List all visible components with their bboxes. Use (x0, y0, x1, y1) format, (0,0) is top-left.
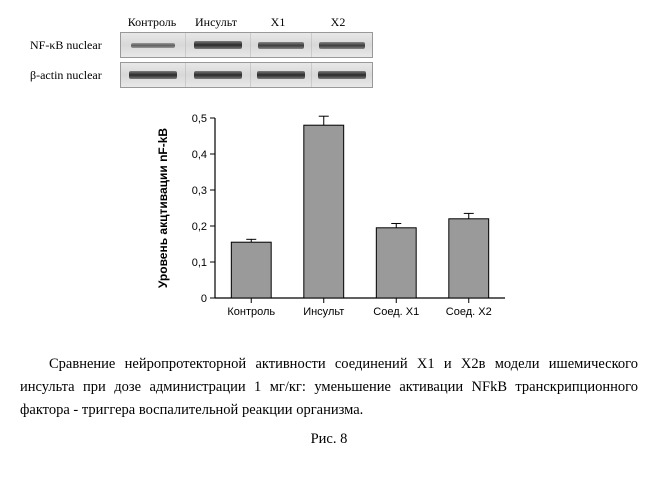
svg-text:0: 0 (201, 293, 207, 305)
blot-band (131, 43, 175, 48)
blot-lane (121, 33, 186, 57)
blot-lane (312, 33, 372, 57)
blot-band (194, 41, 242, 49)
blot-image (120, 32, 373, 58)
svg-text:Соед. X1: Соед. X1 (373, 306, 419, 318)
svg-text:Соед. X2: Соед. X2 (446, 306, 492, 318)
blot-band (258, 42, 304, 49)
figure-caption: Сравнение нейропротекторной активности с… (20, 353, 638, 423)
bar-chart: 0 0,1 0,2 0,3 0,4 0,5 Уровень акцтивации nF-kB… (140, 108, 520, 338)
svg-text:Инсульт: Инсульт (303, 306, 344, 318)
blot-band (257, 71, 305, 79)
blot-row: β-actin nuclear (30, 62, 638, 88)
svg-text:0,3: 0,3 (192, 185, 207, 197)
blot-band (319, 42, 365, 49)
svg-text:0,4: 0,4 (192, 149, 207, 161)
western-blot-panel: КонтрольИнсультX1X2 NF-κB nuclear β-actin… (30, 15, 638, 88)
svg-text:Уровень акцтивации nF-kB: Уровень акцтивации nF-kB (156, 128, 170, 289)
blot-lane (251, 63, 312, 87)
blot-lane (186, 33, 251, 57)
figure-label: Рис. 8 (20, 431, 638, 448)
blot-col-label: X2 (308, 15, 368, 30)
svg-text:0,2: 0,2 (192, 221, 207, 233)
blot-lane (186, 63, 251, 87)
blot-band (129, 71, 177, 79)
blot-lane (121, 63, 186, 87)
blot-row: NF-κB nuclear (30, 32, 638, 58)
blot-lane (312, 63, 372, 87)
blot-row-label: NF-κB nuclear (30, 38, 120, 53)
blot-lane (251, 33, 312, 57)
blot-column-labels-row: КонтрольИнсультX1X2 (30, 15, 638, 30)
svg-text:0,5: 0,5 (192, 113, 207, 125)
blot-col-label: Инсульт (184, 15, 248, 30)
blot-image (120, 62, 373, 88)
blot-band (194, 71, 242, 79)
blot-col-label: Контроль (120, 15, 184, 30)
blot-row-label: β-actin nuclear (30, 68, 120, 83)
blot-band (318, 71, 366, 79)
svg-text:0,1: 0,1 (192, 257, 207, 269)
blot-col-label: X1 (248, 15, 308, 30)
svg-text:Контроль: Контроль (227, 306, 275, 318)
